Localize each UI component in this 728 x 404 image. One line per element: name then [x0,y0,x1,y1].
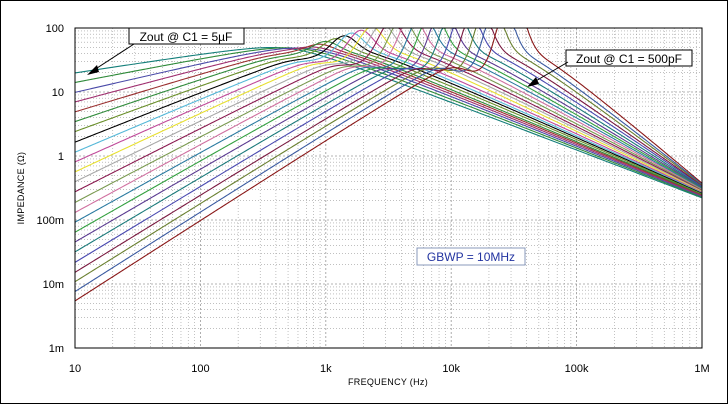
annotation-box-5uF [128,27,245,45]
annotation-box-500pF [565,49,693,67]
tick-labels: 10 100 1k 10k 100k 1M 100 10 1 100m 10m 1m [36,23,709,375]
y-tick-label: 10m [43,279,64,291]
y-tick-label: 1m [49,343,64,355]
series-line-5 [74,43,703,196]
x-tick-label: 1k [320,363,332,375]
annotations: Zout @ C1 = 5µF Zout @ C1 = 500pF [87,27,693,87]
series-line-6 [74,40,703,195]
x-tick-label: 10k [442,363,460,375]
series-line-18 [74,27,703,243]
series-line-11 [74,27,703,192]
x-tick-label: 1M [694,363,709,375]
series-line-1 [74,46,703,199]
series-line-24 [74,27,703,302]
x-tick-label: 10 [69,363,81,375]
gbwp-label: GBWP = 10MHz [427,250,515,264]
series-line-14 [74,27,703,203]
series-line-15 [74,27,703,213]
series-line-23 [74,27,703,293]
y-tick-label: 10 [52,87,64,99]
series-line-20 [74,27,703,263]
annotation-arrow-5uF [87,65,99,75]
annotation-label-5uF: Zout @ C1 = 5µF [140,30,233,44]
curves [74,27,703,302]
series-line-7 [74,38,703,195]
annotation-label-500pF: Zout @ C1 = 500pF [576,52,682,66]
y-tick-label: 100m [36,215,64,227]
series-line-8 [74,35,703,194]
series-line-22 [74,27,703,283]
series-line-4 [74,46,703,197]
annotation-leader-5uF [93,43,135,71]
annotation-leader-500pF [533,61,569,83]
series-line-21 [74,27,703,273]
annotation-arrow-500pF [527,77,539,87]
y-axis-title: IMPEDANCE (Ω) [16,152,26,225]
series-line-3 [74,47,703,197]
gbwp-box [416,247,526,266]
x-tick-label: 100 [191,363,209,375]
series-line-16 [74,27,703,223]
series-line-19 [74,27,703,253]
x-axis-title: FREQUENCY (Hz) [348,377,428,387]
plot-border [74,27,703,349]
x-tick-label: 100k [565,363,589,375]
y-tick-label: 1 [58,151,64,163]
series-line-10 [74,29,703,193]
y-tick-label: 100 [46,23,64,35]
